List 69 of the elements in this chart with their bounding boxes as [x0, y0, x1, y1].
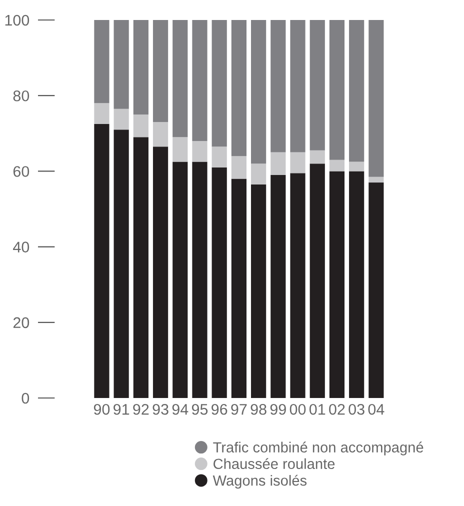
- bar: [94, 103, 110, 124]
- bar: [251, 184, 266, 398]
- bar: [349, 162, 364, 172]
- y-tick-label: 60: [13, 166, 30, 177]
- bar: [349, 20, 364, 162]
- y-tick-label: 40: [13, 242, 30, 252]
- bar: [290, 173, 306, 398]
- x-tick-label: 02: [329, 404, 345, 415]
- bar: [231, 20, 246, 156]
- bar: [270, 152, 286, 175]
- bar: [133, 137, 148, 398]
- bar: [172, 20, 188, 138]
- bar: [152, 20, 168, 122]
- y-tick-label: 100: [5, 14, 30, 26]
- legend-label: Chaussée roulante: [214, 458, 335, 470]
- x-tick-label: 99: [270, 404, 286, 415]
- bar: [368, 182, 384, 398]
- x-tick-label: 98: [250, 404, 266, 415]
- bar: [212, 167, 227, 398]
- bar: [329, 20, 345, 160]
- y-tick-label: 20: [13, 317, 30, 328]
- bar: [310, 20, 325, 150]
- bar: [192, 20, 208, 141]
- bar: [329, 160, 345, 172]
- x-tick-label: 93: [152, 404, 168, 415]
- bar: [114, 130, 129, 398]
- legend-label: Wagons isolés: [212, 474, 307, 489]
- x-tick-label: 91: [114, 404, 130, 415]
- bar: [94, 20, 110, 104]
- x-tick-label: 04: [368, 404, 384, 415]
- y-tick-label: 0: [22, 392, 30, 404]
- bar: [310, 150, 325, 164]
- bar: [212, 20, 227, 147]
- bar: [114, 108, 129, 130]
- bar: [133, 114, 148, 138]
- bar: [368, 176, 384, 183]
- bar: [329, 171, 345, 398]
- bar: [192, 140, 208, 162]
- bar: [368, 20, 384, 177]
- bar: [133, 20, 148, 114]
- legend-label: Trafic combiné non accompagné: [213, 442, 424, 456]
- bar: [212, 146, 227, 168]
- x-tick-label: 94: [172, 404, 188, 415]
- bar: [192, 162, 208, 398]
- bar: [290, 20, 306, 152]
- bar: [270, 20, 286, 152]
- bar: [251, 20, 266, 164]
- bar: [94, 124, 110, 398]
- bar: [172, 162, 188, 398]
- x-tick-label: 01: [309, 404, 326, 415]
- bar: [231, 178, 246, 398]
- y-tick-label: 80: [13, 90, 30, 102]
- bar: [231, 156, 246, 179]
- bar: [310, 164, 325, 398]
- bar: [114, 20, 129, 109]
- x-tick-label: 96: [212, 404, 228, 415]
- x-tick-label: 03: [348, 404, 364, 415]
- bar: [270, 174, 286, 398]
- bar: [172, 137, 188, 162]
- x-tick-label: 90: [94, 404, 110, 415]
- bar: [251, 164, 266, 184]
- x-tick-label: 00: [290, 404, 306, 415]
- bar: [152, 122, 168, 147]
- bar: [152, 146, 168, 398]
- bar: [349, 171, 364, 398]
- bar: [290, 152, 306, 174]
- x-tick-label: 97: [231, 404, 247, 415]
- x-tick-label: 92: [133, 404, 149, 415]
- x-tick-label: 95: [192, 404, 208, 415]
